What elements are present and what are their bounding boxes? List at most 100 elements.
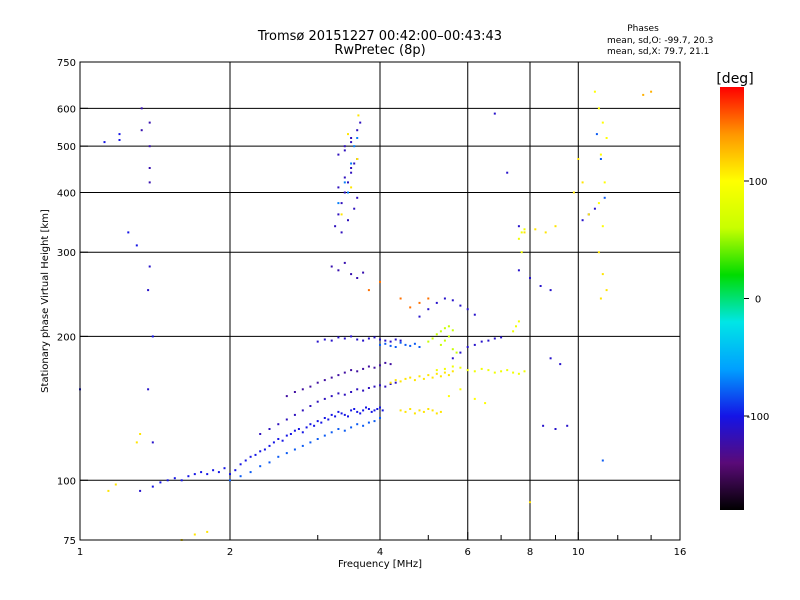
data-point [305, 426, 308, 429]
data-point [268, 428, 271, 430]
data-point [451, 357, 454, 360]
data-point [330, 431, 333, 434]
data-point [376, 408, 379, 410]
data-point [343, 191, 346, 194]
data-point [439, 375, 442, 378]
data-point [593, 207, 596, 210]
data-point [439, 343, 442, 346]
data-point [381, 409, 384, 412]
data-point [350, 186, 353, 189]
chart-title: Tromsø 20151227 00:42:00–00:43:43 [257, 29, 502, 44]
data-point [549, 357, 552, 360]
data-point [603, 196, 606, 199]
data-point [515, 325, 517, 328]
data-point [118, 133, 121, 136]
data-point [147, 289, 150, 292]
data-point [323, 338, 326, 341]
data-point [506, 171, 509, 174]
data-point [597, 107, 600, 110]
data-point [473, 343, 476, 346]
data-point [431, 337, 434, 340]
data-point [323, 417, 326, 419]
data-point [337, 269, 340, 272]
data-point [347, 133, 349, 136]
data-point [367, 337, 370, 340]
data-point [379, 338, 381, 341]
data-point [340, 412, 343, 415]
data-point [173, 477, 176, 480]
y-tick-label: 300 [57, 248, 76, 259]
data-point [379, 406, 381, 409]
data-point [340, 213, 343, 216]
data-point [577, 158, 580, 160]
data-point [249, 471, 252, 474]
data-point [309, 405, 312, 407]
data-point [517, 237, 520, 240]
data-point [359, 412, 362, 415]
data-point [384, 385, 387, 388]
data-point [343, 176, 346, 179]
data-point [148, 181, 151, 184]
data-point [337, 186, 340, 189]
data-point [523, 370, 526, 373]
data-point [337, 374, 340, 377]
data-point [389, 363, 392, 366]
data-point [394, 338, 397, 341]
data-point [379, 343, 381, 346]
data-point [309, 385, 312, 388]
data-point [337, 336, 340, 339]
axes: 1 2 4 6 8 10 16 75 100 200 300 400 500 600 750 [57, 58, 686, 558]
data-point [379, 364, 381, 367]
data-point [544, 231, 547, 234]
data-point [334, 415, 337, 418]
data-point [455, 351, 458, 354]
data-point [229, 479, 231, 482]
data-point [409, 344, 412, 347]
data-point [350, 162, 353, 165]
data-point [367, 365, 370, 368]
data-point [500, 336, 503, 339]
x-tick-label: 1 [77, 547, 83, 558]
data-point [272, 441, 275, 444]
data-point [605, 137, 608, 139]
data-point [356, 158, 359, 160]
data-point [223, 467, 226, 470]
data-point [350, 335, 353, 338]
data-point [330, 395, 333, 398]
data-point [443, 371, 446, 374]
data-point [603, 181, 606, 184]
x-tick-label: 8 [527, 547, 533, 558]
data-point [493, 371, 496, 374]
data-point [367, 289, 370, 292]
data-point [268, 444, 271, 447]
data-point [466, 346, 469, 348]
data-point [389, 383, 392, 385]
data-point [447, 395, 450, 398]
data-point [293, 429, 296, 432]
data-point [451, 299, 454, 302]
data-point [323, 379, 326, 382]
data-point [347, 191, 349, 194]
data-point [484, 402, 487, 405]
data-point [409, 306, 412, 309]
data-point [451, 370, 454, 373]
data-point [254, 453, 257, 456]
data-point [506, 369, 509, 372]
data-point [443, 339, 446, 342]
data-point [435, 412, 438, 415]
data-point [187, 475, 190, 478]
data-point [259, 450, 262, 453]
data-point [418, 315, 421, 318]
data-point [337, 213, 340, 216]
data-point [566, 424, 569, 427]
data-point [320, 421, 323, 424]
data-point [180, 479, 183, 482]
data-point [301, 409, 304, 412]
data-point [512, 371, 515, 374]
data-point [135, 244, 138, 247]
data-point [443, 327, 446, 330]
data-point [350, 167, 353, 169]
data-point [439, 410, 442, 413]
data-point [394, 381, 397, 384]
